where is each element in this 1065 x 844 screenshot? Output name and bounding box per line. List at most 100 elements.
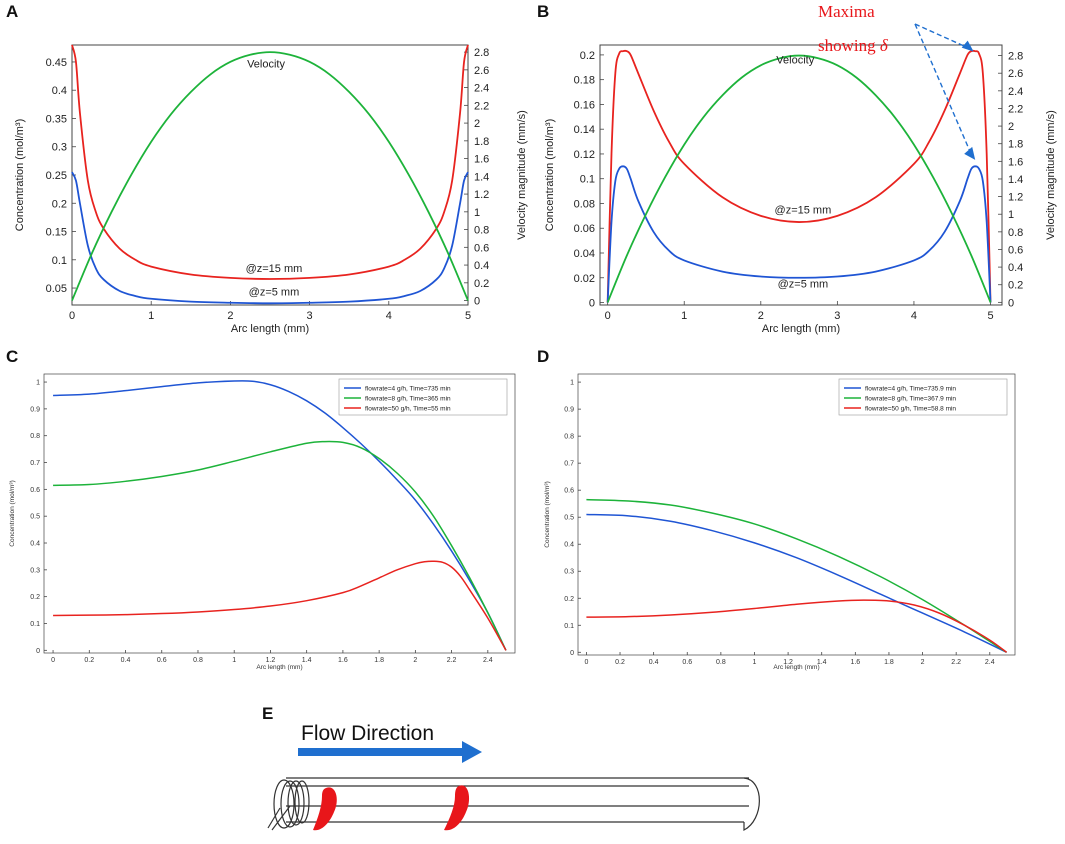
- maxima-arrow-1: [914, 23, 968, 49]
- x-axis-label: Arc length (mm): [256, 664, 302, 671]
- series-line-3: [606, 54, 992, 303]
- x-tick-label: 0.4: [649, 659, 659, 666]
- x-tick-label: 1.8: [884, 659, 894, 666]
- y-tick-label: 0.7: [564, 461, 574, 468]
- x-tick-label: 4: [386, 310, 392, 322]
- y2-tick-label: 1.2: [1008, 192, 1023, 204]
- y2-tick-label: 1: [474, 207, 480, 219]
- panel-a: A 0 1 2 3 4 5 0.05 0.1 0.15 0.2 0.25 0.3 0.35 0.4 0.45 0…: [6, 2, 528, 335]
- x-axis-label: Arc length (mm): [762, 323, 840, 335]
- x-tick-label: 4: [911, 310, 917, 322]
- x-tick-label: 2: [921, 659, 925, 666]
- series-line-1: [71, 44, 469, 280]
- y-tick-label: 0.02: [574, 273, 595, 285]
- y2-tick-label: 2.2: [474, 100, 489, 112]
- panel-e-schematic: E Flow Direction: [262, 704, 760, 831]
- y-tick-label: 0.2: [564, 596, 574, 603]
- plot-frame: [577, 373, 1016, 656]
- panel-letter-a: A: [6, 2, 18, 21]
- y-tick-label: 0.2: [580, 50, 595, 62]
- y-tick-label: 0.18: [574, 75, 595, 87]
- panel-letter-c: C: [6, 347, 18, 366]
- y2-tick-label: 0.6: [474, 242, 489, 254]
- y-tick-label: 0.3: [564, 569, 574, 576]
- y2-tick-label: 0.2: [1008, 280, 1023, 292]
- y-tick-label: 0.04: [574, 248, 595, 260]
- series-line-3: [53, 560, 507, 651]
- y-tick-label: 0.7: [30, 460, 40, 467]
- y2-tick-label: 0: [474, 296, 480, 308]
- y-tick-label: 0.4: [564, 542, 574, 549]
- legend-entry: flowrate=50 g/h, Time=58.8 min: [865, 405, 956, 412]
- panel-letter-b: B: [537, 2, 549, 21]
- x-tick-label: 0.6: [682, 659, 692, 666]
- x-tick-label: 0.2: [615, 659, 625, 666]
- y2-tick-label: 0: [1008, 297, 1014, 309]
- x-tick-label: 1: [148, 310, 154, 322]
- panel-letter-e: E: [262, 704, 273, 723]
- y2-tick-label: 2.4: [1008, 86, 1023, 98]
- delta-symbol: δ: [880, 36, 889, 55]
- legend-entry: flowrate=8 g/h, Time=365 min: [365, 395, 451, 402]
- x-tick-label: 2.2: [951, 659, 961, 666]
- x-axis-label: Arc length (mm): [231, 323, 309, 335]
- y-tick-label: 0.45: [46, 57, 67, 69]
- x-tick-label: 0.2: [84, 657, 94, 664]
- x-tick-label: 0: [51, 657, 55, 664]
- annotation-label: Velocity: [776, 55, 814, 67]
- y-axis-label: Concentration (mol/m³): [544, 481, 551, 547]
- x-tick-label: 1: [232, 657, 236, 664]
- y2-tick-label: 2.8: [1008, 51, 1023, 63]
- x-tick-label: 1: [681, 310, 687, 322]
- y-tick-label: 0.8: [564, 434, 574, 441]
- channel-tube: [267, 777, 760, 831]
- x-tick-label: 3: [834, 310, 840, 322]
- x-tick-label: 1.4: [817, 659, 827, 666]
- legend-entry: flowrate=4 g/h, Time=735.9 min: [865, 385, 956, 392]
- y-tick-label: 0: [589, 298, 595, 310]
- y2-tick-label: 2.2: [1008, 103, 1023, 115]
- x-tick-label: 2.2: [447, 657, 457, 664]
- x-tick-label: 0.8: [193, 657, 203, 664]
- y2-tick-label: 2.6: [474, 65, 489, 77]
- flow-arrow: [298, 741, 482, 763]
- maxima-arrow-2-head: [964, 146, 976, 160]
- series-line-1: [586, 513, 1007, 653]
- y-tick-label: 0.35: [46, 113, 67, 125]
- y2-tick-label: 1: [1008, 209, 1014, 221]
- series-line-2: [606, 165, 992, 303]
- y-tick-label: 0.06: [574, 223, 595, 235]
- y-tick-label: 0.25: [46, 170, 67, 182]
- maxima-arrow-2: [914, 23, 971, 153]
- y-tick-label: 0.9: [564, 407, 574, 414]
- y-tick-label: 0.9: [30, 406, 40, 413]
- y-axis-label: Concentration (mol/m³): [9, 480, 16, 546]
- y-tick-label: 0.2: [30, 594, 40, 601]
- y2-tick-label: 0.4: [1008, 262, 1023, 274]
- showing-delta-label: showing δ: [818, 36, 889, 55]
- y-tick-label: 0.1: [52, 255, 67, 267]
- x-tick-label: 2: [227, 310, 233, 322]
- x-tick-label: 1.8: [374, 657, 384, 664]
- series-line-3: [586, 599, 1008, 653]
- y-tick-label: 0.5: [564, 515, 574, 522]
- x-tick-label: 5: [987, 310, 993, 322]
- y2-tick-label: 0.2: [474, 278, 489, 290]
- plot-frame: [43, 373, 516, 654]
- y-tick-label: 1: [36, 380, 40, 387]
- y-tick-label: 0.12: [574, 149, 595, 161]
- y-tick-label: 0.8: [30, 433, 40, 440]
- maxima-arrow-1-head: [961, 40, 974, 52]
- y-tick-label: 0.4: [30, 541, 40, 548]
- series-line-2: [586, 498, 1008, 653]
- y-tick-label: 0.6: [30, 487, 40, 494]
- x-tick-label: 5: [465, 310, 471, 322]
- y-tick-label: 0.1: [30, 621, 40, 628]
- y-tick-label: 0.3: [30, 567, 40, 574]
- y2-tick-label: 2.6: [1008, 68, 1023, 80]
- y-tick-label: 0.16: [574, 99, 595, 111]
- y2-tick-label: 0.8: [1008, 227, 1023, 239]
- y2-tick-label: 1.6: [474, 154, 489, 166]
- legend-box: [838, 378, 1008, 416]
- legend-entry: flowrate=8 g/h, Time=367.9 min: [865, 395, 956, 402]
